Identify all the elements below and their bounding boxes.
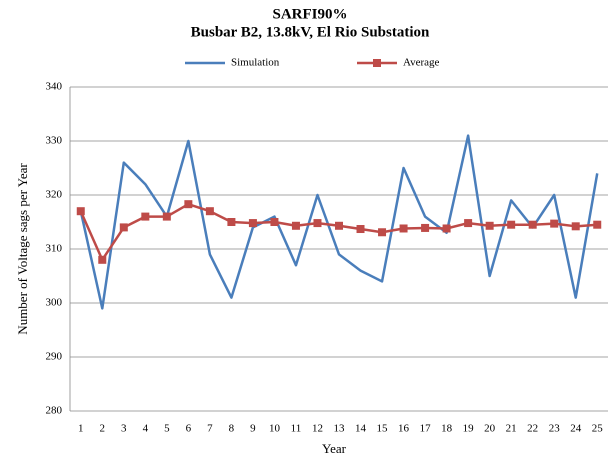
y-tick-label: 300 <box>46 297 63 309</box>
x-tick-label: 20 <box>484 423 496 435</box>
x-tick-label: 5 <box>164 423 170 435</box>
marker <box>485 221 494 230</box>
legend-marker <box>373 59 381 67</box>
x-tick-label: 13 <box>334 423 346 435</box>
x-tick-label: 25 <box>592 423 604 435</box>
x-tick-label: 8 <box>229 423 235 435</box>
marker <box>335 221 343 230</box>
marker <box>98 255 107 264</box>
marker <box>421 223 430 232</box>
x-tick-label: 7 <box>207 423 213 435</box>
marker <box>119 223 128 232</box>
x-tick-label: 14 <box>355 423 367 435</box>
marker <box>550 219 559 228</box>
x-tick-label: 15 <box>377 423 389 435</box>
x-tick-label: 10 <box>269 423 281 435</box>
x-tick-label: 12 <box>312 423 323 435</box>
chart-subtitle: Busbar B2, 13.8kV, El Rio Substation <box>191 24 430 40</box>
y-axis-title: Number of Voltage sags per Year <box>15 163 30 335</box>
marker <box>399 224 408 233</box>
marker <box>313 219 322 228</box>
x-tick-label: 17 <box>420 423 432 435</box>
marker <box>205 207 214 216</box>
y-tick-label: 310 <box>46 243 63 255</box>
marker <box>291 221 300 230</box>
marker <box>184 200 193 209</box>
y-tick-label: 290 <box>46 351 63 363</box>
marker <box>162 212 171 221</box>
x-tick-label: 24 <box>570 423 582 435</box>
marker <box>248 219 257 228</box>
x-tick-label: 2 <box>100 423 106 435</box>
x-tick-label: 19 <box>463 423 475 435</box>
x-tick-label: 21 <box>506 423 517 435</box>
marker <box>442 224 451 233</box>
x-tick-label: 9 <box>250 423 256 435</box>
y-tick-label: 280 <box>46 405 63 417</box>
marker <box>270 218 279 226</box>
y-tick-label: 340 <box>46 81 63 93</box>
x-tick-label: 6 <box>186 423 192 435</box>
x-tick-label: 11 <box>291 423 302 435</box>
marker <box>356 225 365 234</box>
marker <box>507 220 516 229</box>
marker <box>227 218 236 226</box>
marker <box>76 207 85 216</box>
x-tick-label: 18 <box>441 423 453 435</box>
legend-label: Simulation <box>231 57 280 69</box>
x-tick-label: 3 <box>121 423 127 435</box>
x-axis-title: Year <box>322 441 347 456</box>
x-tick-label: 22 <box>527 423 538 435</box>
y-tick-label: 330 <box>46 135 63 147</box>
marker <box>378 228 387 237</box>
x-tick-label: 1 <box>78 423 84 435</box>
legend-label: Average <box>403 57 440 69</box>
marker <box>571 222 580 231</box>
marker <box>528 220 537 229</box>
marker <box>593 220 602 229</box>
x-tick-label: 16 <box>398 423 410 435</box>
x-tick-label: 23 <box>549 423 561 435</box>
y-tick-label: 320 <box>46 189 63 201</box>
marker <box>464 219 473 228</box>
chart-title: SARFI90% <box>272 6 347 22</box>
marker <box>141 212 150 221</box>
x-tick-label: 4 <box>143 423 149 435</box>
